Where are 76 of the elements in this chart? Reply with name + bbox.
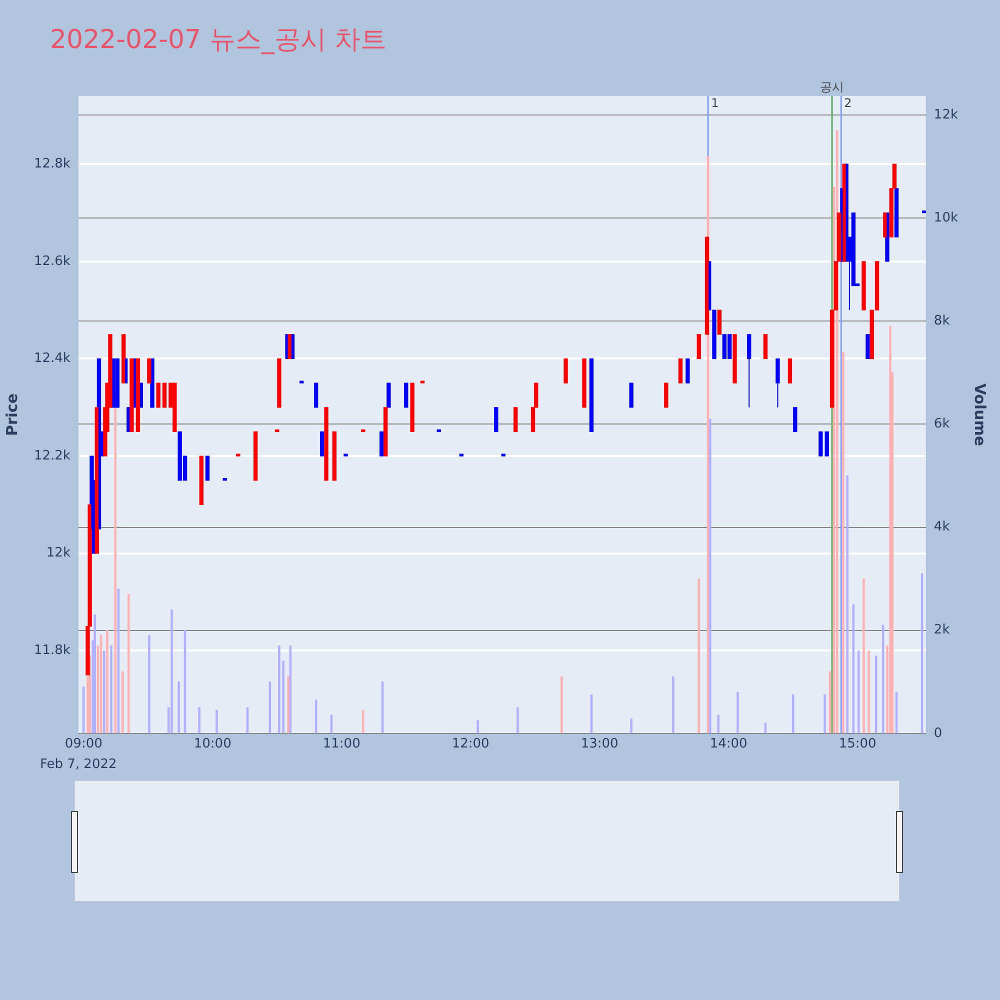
y2-axis-title: Volume [971,383,990,446]
y-axis-title: Price [2,393,21,436]
y2-tick-label: 2k [934,622,950,638]
y2-tick-label: 12k [934,107,958,122]
annotation: 2 [844,96,852,110]
bar [672,676,674,734]
bar [516,707,519,734]
bar [630,718,632,734]
bar [842,352,844,734]
candlestick [589,358,594,432]
candlestick [156,382,160,408]
bar [198,707,200,734]
bar [128,594,130,734]
candlestick [582,358,586,408]
y-tick-label: 11.8k [34,643,71,658]
bar [110,645,112,734]
candlestick [704,236,710,335]
bar [846,475,849,734]
candlestick [664,382,668,408]
bar [170,609,173,734]
bar [278,645,280,734]
bar [94,614,96,734]
y-tick-label: 12.8k [34,156,71,172]
x-tick-label: 13:00 [580,736,618,752]
y-tick-label: 12.6k [34,254,71,269]
bar [476,720,479,734]
y2-tick-label: 8k [934,314,950,329]
bar [287,676,290,734]
annotation: 1 [711,96,719,110]
candlestick [717,310,722,335]
ref-line-label: 공시 [820,80,844,94]
candlestick [253,431,258,481]
bar [178,682,180,734]
candlestick [162,382,167,408]
bar [709,418,712,734]
y2-tick-label: 4k [934,520,950,535]
y2-tick-label: 10k [934,210,958,226]
bar [106,630,108,734]
candlestick [332,431,336,481]
y-tick-label: 12.4k [34,351,71,366]
bar [824,694,826,734]
x-tick-label: 10:00 [194,736,232,752]
y2-tick-label: 0 [934,726,942,741]
y2-tick-label: 6k [934,416,950,432]
bar [868,650,870,734]
y-tick-label: 12.2k [34,448,71,464]
candlestick [150,358,154,408]
x-tick-label: 15:00 [838,736,876,752]
x-tick-label: 14:00 [710,736,748,752]
x-tick-label: 11:00 [322,736,360,752]
bar [736,692,739,734]
candlestick [205,456,210,481]
bar [216,710,218,734]
x-tick-label: 12:00 [452,736,490,752]
candlestick [136,358,140,432]
bar [148,635,150,734]
candlestick [199,456,204,506]
candlestick [115,358,120,408]
y-tick-label: 12k [46,546,71,561]
chart-title: 2022-02-07 뉴스_공시 차트 [50,24,387,57]
bar [82,686,85,734]
bar [103,650,106,734]
candlestick [404,382,408,408]
bar [560,676,563,734]
candlestick [386,382,391,408]
candlestick [130,358,134,432]
candlestick [314,382,318,408]
candlestick [629,382,634,408]
candlestick [172,382,177,432]
bar [362,710,364,734]
bar [889,326,892,734]
candlestick [410,382,414,432]
candlestick [277,358,282,408]
bar [862,578,865,734]
x-tick-label: 09:00 [64,736,102,752]
text: Feb 7, 2022 [40,757,117,772]
